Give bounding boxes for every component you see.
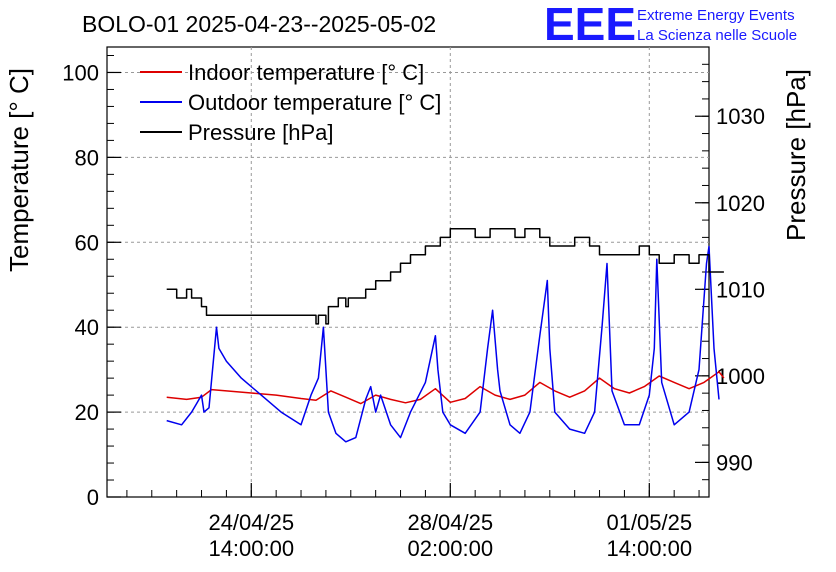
x-tick-label-time: 14:00:00 <box>606 536 692 561</box>
y-tick-label: 100 <box>62 60 99 85</box>
legend-label-pressure: Pressure [hPa] <box>188 120 334 145</box>
legend-label-outdoor: Outdoor temperature [° C] <box>188 90 441 115</box>
series-pressure-line <box>166 227 724 325</box>
y2-tick-label: 1020 <box>716 191 765 216</box>
y-tick-label: 0 <box>87 485 99 510</box>
y2-tick-label: 1000 <box>716 364 765 389</box>
legend-label-indoor: Indoor temperature [° C] <box>188 60 424 85</box>
x-axis-ticks: 24/04/2514:00:0028/04/2502:00:0001/05/25… <box>126 483 700 561</box>
logo-letters: EEE <box>544 0 636 50</box>
y-axis-label: Temperature [° C] <box>4 68 34 272</box>
x-tick-label-date: 28/04/25 <box>407 510 493 535</box>
y2-tick-label: 990 <box>716 450 753 475</box>
series-indoor-line <box>166 371 725 405</box>
y2-axis-label: Pressure [hPa] <box>781 69 811 241</box>
x-tick-label-date: 01/05/25 <box>606 510 692 535</box>
y2-axis-ticks: 990 1000 1010 1020 1030 <box>695 46 765 481</box>
eee-logo: EEE Extreme Energy Events La Scienza nel… <box>544 0 797 50</box>
logo-line-1: Extreme Energy Events <box>637 7 795 24</box>
logo-line-2: La Scienza nelle Scuole <box>637 27 797 44</box>
y-tick-label: 20 <box>75 400 99 425</box>
grid <box>107 47 709 497</box>
y-tick-label: 40 <box>75 315 99 340</box>
legend: Indoor temperature [° C] Outdoor tempera… <box>140 60 441 145</box>
series-outdoor-line <box>166 245 720 443</box>
y-tick-label: 60 <box>75 230 99 255</box>
y2-tick-label: 1010 <box>716 277 765 302</box>
chart-title: BOLO-01 2025-04-23--2025-05-02 <box>82 11 436 37</box>
x-tick-label-time: 14:00:00 <box>208 536 294 561</box>
y-tick-label: 80 <box>75 145 99 170</box>
x-tick-label-date: 24/04/25 <box>208 510 294 535</box>
series-group <box>166 227 725 443</box>
y2-tick-label: 1030 <box>716 104 765 129</box>
x-tick-label-time: 02:00:00 <box>407 536 493 561</box>
y-axis-ticks: 0 20 40 60 80 100 <box>62 54 121 510</box>
